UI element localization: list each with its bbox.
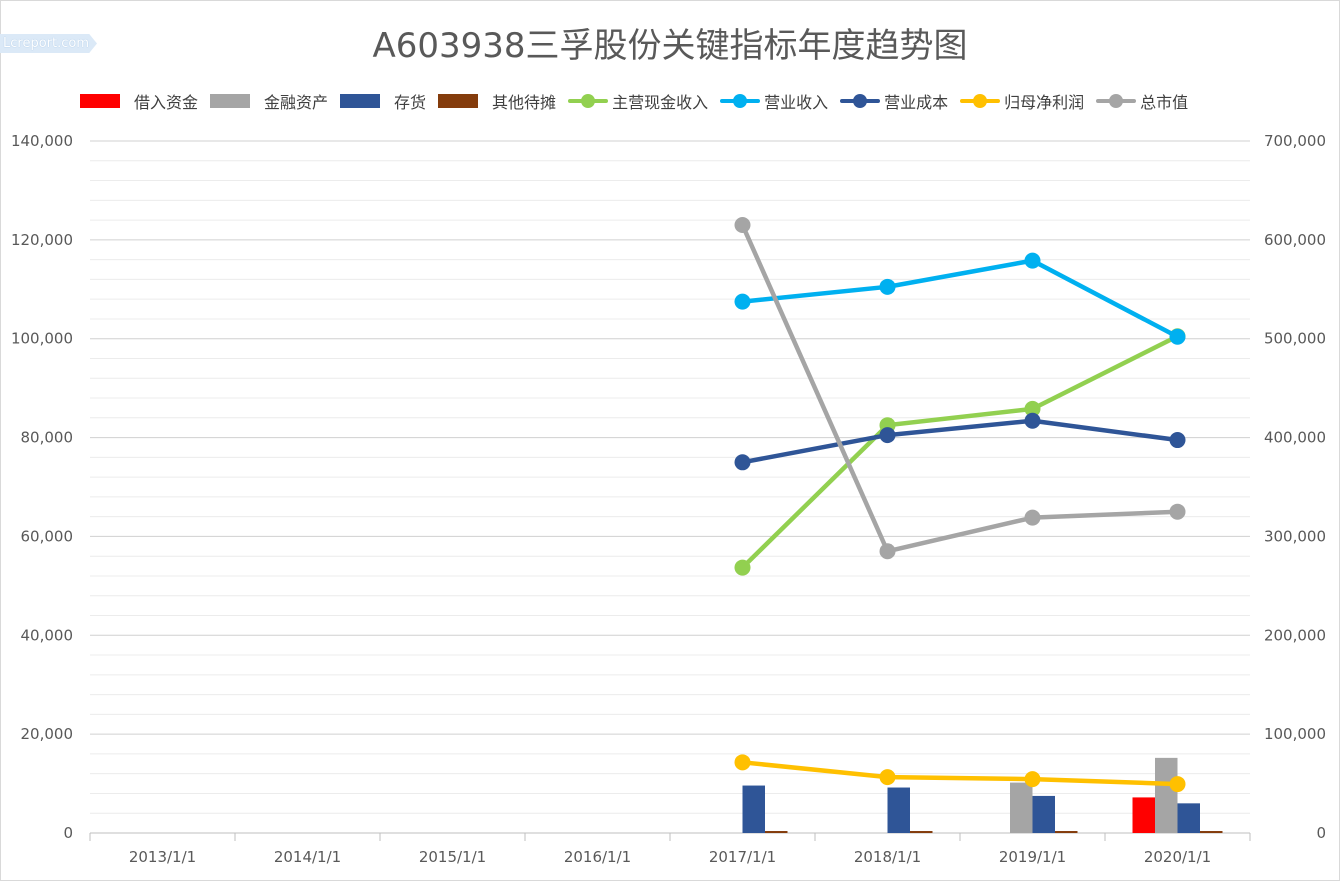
legend-label: 总市值 xyxy=(1140,93,1189,112)
y-left-tick-label: 100,000 xyxy=(11,330,73,348)
y-right-tick-label: 100,000 xyxy=(1264,725,1326,743)
x-tick-label: 2018/1/1 xyxy=(854,848,921,866)
bar xyxy=(1032,795,1055,833)
y-left-tick-label: 80,000 xyxy=(21,429,74,447)
bar xyxy=(765,831,788,833)
legend-item: 归母净利润 xyxy=(960,89,1084,113)
y-right-tick-label: 0 xyxy=(1316,824,1326,842)
legend-swatch xyxy=(1096,94,1137,108)
x-tick-label: 2019/1/1 xyxy=(999,848,1066,866)
y-right-tick-label: 600,000 xyxy=(1264,231,1326,249)
legend-item: 主营现金收入 xyxy=(568,89,708,113)
legend-label: 其他待摊 xyxy=(492,93,557,112)
bar xyxy=(910,831,933,833)
legend-label: 金融资产 xyxy=(264,93,329,112)
x-tick-label: 2014/1/1 xyxy=(274,848,341,866)
data-point xyxy=(879,543,896,560)
series-line xyxy=(740,334,1179,570)
x-tick-label: 2015/1/1 xyxy=(419,848,486,866)
y-right-tick-label: 700,000 xyxy=(1264,132,1326,150)
data-point xyxy=(734,454,751,471)
legend-swatch xyxy=(960,94,1001,108)
y-left-tick-label: 40,000 xyxy=(21,626,74,644)
legend-item: 营业成本 xyxy=(840,89,948,113)
data-point xyxy=(1169,432,1186,449)
series-line xyxy=(742,418,1178,465)
chart-legend: 借入资金 金融资产 存货 其他待摊 主营现金收入 营业收入 营业成本 归母净利润 总市值 xyxy=(80,88,1200,114)
data-point xyxy=(734,293,751,310)
bar xyxy=(1200,831,1223,833)
bar xyxy=(887,787,910,833)
legend-swatch xyxy=(210,94,251,108)
y-right-tick-label: 300,000 xyxy=(1264,527,1326,545)
legend-swatch xyxy=(438,94,479,108)
legend-label: 存货 xyxy=(394,93,427,112)
legend-label: 归母净利润 xyxy=(1004,93,1085,112)
legend-item: 其他待摊 xyxy=(438,89,556,113)
y-right-tick-label: 400,000 xyxy=(1264,429,1326,447)
y-left-tick-label: 60,000 xyxy=(21,527,74,545)
data-point xyxy=(1169,776,1186,793)
y-left-tick-label: 0 xyxy=(63,824,73,842)
series-line xyxy=(742,760,1178,787)
legend-label: 营业成本 xyxy=(884,93,949,112)
x-tick-label: 2013/1/1 xyxy=(129,848,196,866)
bar xyxy=(1132,797,1155,833)
y-right-tick-label: 200,000 xyxy=(1264,626,1326,644)
data-point xyxy=(734,754,751,771)
data-point xyxy=(1024,771,1041,788)
legend-label: 借入资金 xyxy=(134,93,199,112)
legend-swatch xyxy=(840,94,881,108)
data-point xyxy=(734,217,751,234)
data-point xyxy=(1024,252,1041,269)
x-tick-label: 2017/1/1 xyxy=(709,848,776,866)
x-tick-label: 2020/1/1 xyxy=(1144,848,1211,866)
bar xyxy=(1177,803,1200,833)
series-line xyxy=(740,224,1178,554)
data-point xyxy=(1169,328,1186,345)
data-point xyxy=(1169,503,1186,520)
watermark-badge: Lcreport.com xyxy=(0,34,97,53)
data-point xyxy=(879,427,896,444)
y-left-tick-label: 120,000 xyxy=(11,231,73,249)
legend-swatch xyxy=(80,94,120,108)
bar xyxy=(1155,757,1178,833)
legend-swatch xyxy=(340,94,381,108)
chart-title: A603938三孚股份关键指标年度趋势图 xyxy=(372,26,968,66)
legend-swatch xyxy=(720,94,761,108)
legend-item: 金融资产 xyxy=(210,89,328,113)
legend-item: 借入资金 xyxy=(80,89,198,113)
data-point xyxy=(1024,412,1041,429)
legend-item: 营业收入 xyxy=(720,89,828,113)
legend-label: 主营现金收入 xyxy=(612,93,709,112)
data-point xyxy=(879,278,896,295)
data-point xyxy=(1024,400,1041,417)
data-point xyxy=(1024,509,1041,526)
legend-item: 存货 xyxy=(340,89,426,113)
legend-swatch xyxy=(568,94,609,108)
bar xyxy=(1010,782,1033,833)
y-left-tick-label: 20,000 xyxy=(21,725,74,743)
data-point xyxy=(734,559,751,576)
y-right-tick-label: 500,000 xyxy=(1264,330,1326,348)
legend-item: 总市值 xyxy=(1096,89,1188,113)
x-tick-label: 2016/1/1 xyxy=(564,848,631,866)
y-left-tick-label: 140,000 xyxy=(11,132,73,150)
series-line xyxy=(742,258,1179,339)
legend-label: 营业收入 xyxy=(764,93,829,112)
data-point xyxy=(879,769,896,786)
bar xyxy=(1055,831,1078,833)
bar xyxy=(742,785,765,833)
